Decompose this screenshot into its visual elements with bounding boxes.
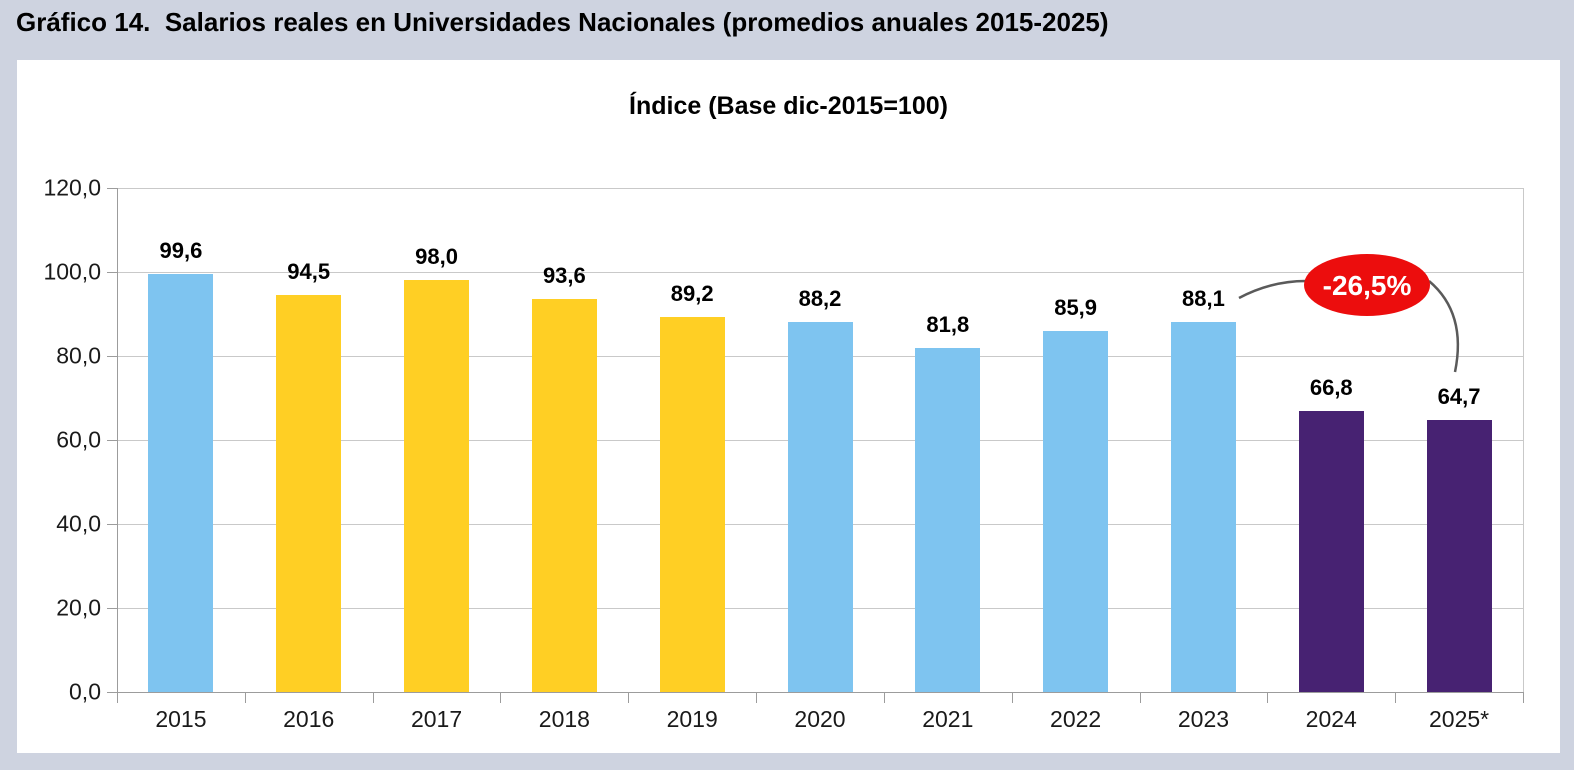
y-tick-label-60: 60,0 <box>56 426 101 453</box>
value-label-2017: 98,0 <box>415 244 458 270</box>
x-tick-label-2023: 2023 <box>1177 706 1230 732</box>
y-tick-label-80: 80,0 <box>56 342 101 369</box>
gridline <box>117 272 1523 273</box>
x-tick-label-2018: 2018 <box>538 706 590 732</box>
value-label-2015: 99,6 <box>159 237 203 263</box>
y-tick <box>107 692 117 693</box>
bar-2020 <box>787 321 853 692</box>
y-tick <box>107 188 117 189</box>
chart-title: Índice (Base dic-2015=100) <box>629 92 948 120</box>
y-tick <box>107 440 117 441</box>
x-tick-label-2021: 2021 <box>922 706 974 732</box>
value-label-2023: 88,1 <box>1182 285 1225 311</box>
bar-2018 <box>531 298 597 692</box>
x-tick <box>244 692 246 703</box>
x-tick <box>628 692 630 703</box>
value-label-2019: 89,2 <box>670 281 714 307</box>
y-tick-label-120: 120,0 <box>43 174 101 201</box>
bar-2025 <box>1426 420 1492 692</box>
x-tick <box>883 692 885 703</box>
value-label-2018: 93,6 <box>542 262 586 288</box>
bar-2023 <box>1170 321 1236 692</box>
x-tick <box>372 692 374 703</box>
y-tick-label-100: 100,0 <box>43 258 101 285</box>
x-tick-label-2016: 2016 <box>283 706 335 732</box>
x-tick <box>1011 692 1013 703</box>
x-tick-label-2017: 2017 <box>410 706 463 732</box>
x-tick <box>756 692 758 703</box>
y-tick <box>107 272 117 273</box>
x-axis-line <box>117 692 1523 693</box>
x-tick <box>1139 692 1141 703</box>
value-label-2022: 85,9 <box>1054 295 1098 321</box>
figure-title: Gráfico 14. Salarios reales en Universid… <box>16 7 1109 37</box>
x-tick-label-2015: 2015 <box>155 706 207 732</box>
bar-2015 <box>148 273 214 692</box>
y-tick <box>107 608 117 609</box>
bar-2019 <box>659 317 725 692</box>
x-tick <box>1523 692 1524 703</box>
bar-2024 <box>1298 411 1364 692</box>
bar-2016 <box>276 295 342 692</box>
y-tick-label-20: 20,0 <box>56 594 101 621</box>
chart-panel: Índice (Base dic-2015=100) 0,0 20,0 40,0 60… <box>17 60 1560 753</box>
y-tick-label-40: 40,0 <box>56 510 101 537</box>
value-label-2021: 81,8 <box>926 312 970 338</box>
x-tick <box>1395 692 1397 703</box>
bar-2022 <box>1043 331 1109 692</box>
annotation-connector-right <box>1428 280 1460 373</box>
x-tick <box>1267 692 1269 703</box>
x-tick <box>500 692 502 703</box>
bar-2017 <box>404 280 470 692</box>
value-label-2024: 66,8 <box>1309 375 1353 401</box>
plot-right-border <box>1523 188 1524 692</box>
value-label-2025: 64,7 <box>1437 384 1481 410</box>
y-tick <box>107 524 117 525</box>
annotation-text: -26,5% <box>1323 270 1412 301</box>
x-tick-label-2022: 2022 <box>1050 706 1102 732</box>
y-axis-line <box>117 188 118 703</box>
value-label-2016: 94,5 <box>287 259 331 285</box>
x-tick-label-2019: 2019 <box>666 706 718 732</box>
x-tick-label-2025: 2025* <box>1429 706 1490 732</box>
x-tick-label-2024: 2024 <box>1305 706 1357 732</box>
annotation-ellipse <box>1304 254 1430 316</box>
bar-2021 <box>915 348 981 692</box>
y-tick <box>107 356 117 357</box>
annotation-connector-left <box>1238 279 1307 300</box>
y-tick-label-0: 0,0 <box>69 678 101 705</box>
x-tick <box>117 692 118 703</box>
x-tick-label-2020: 2020 <box>794 706 846 732</box>
value-label-2020: 88,2 <box>798 285 842 311</box>
gridline <box>117 188 1523 189</box>
